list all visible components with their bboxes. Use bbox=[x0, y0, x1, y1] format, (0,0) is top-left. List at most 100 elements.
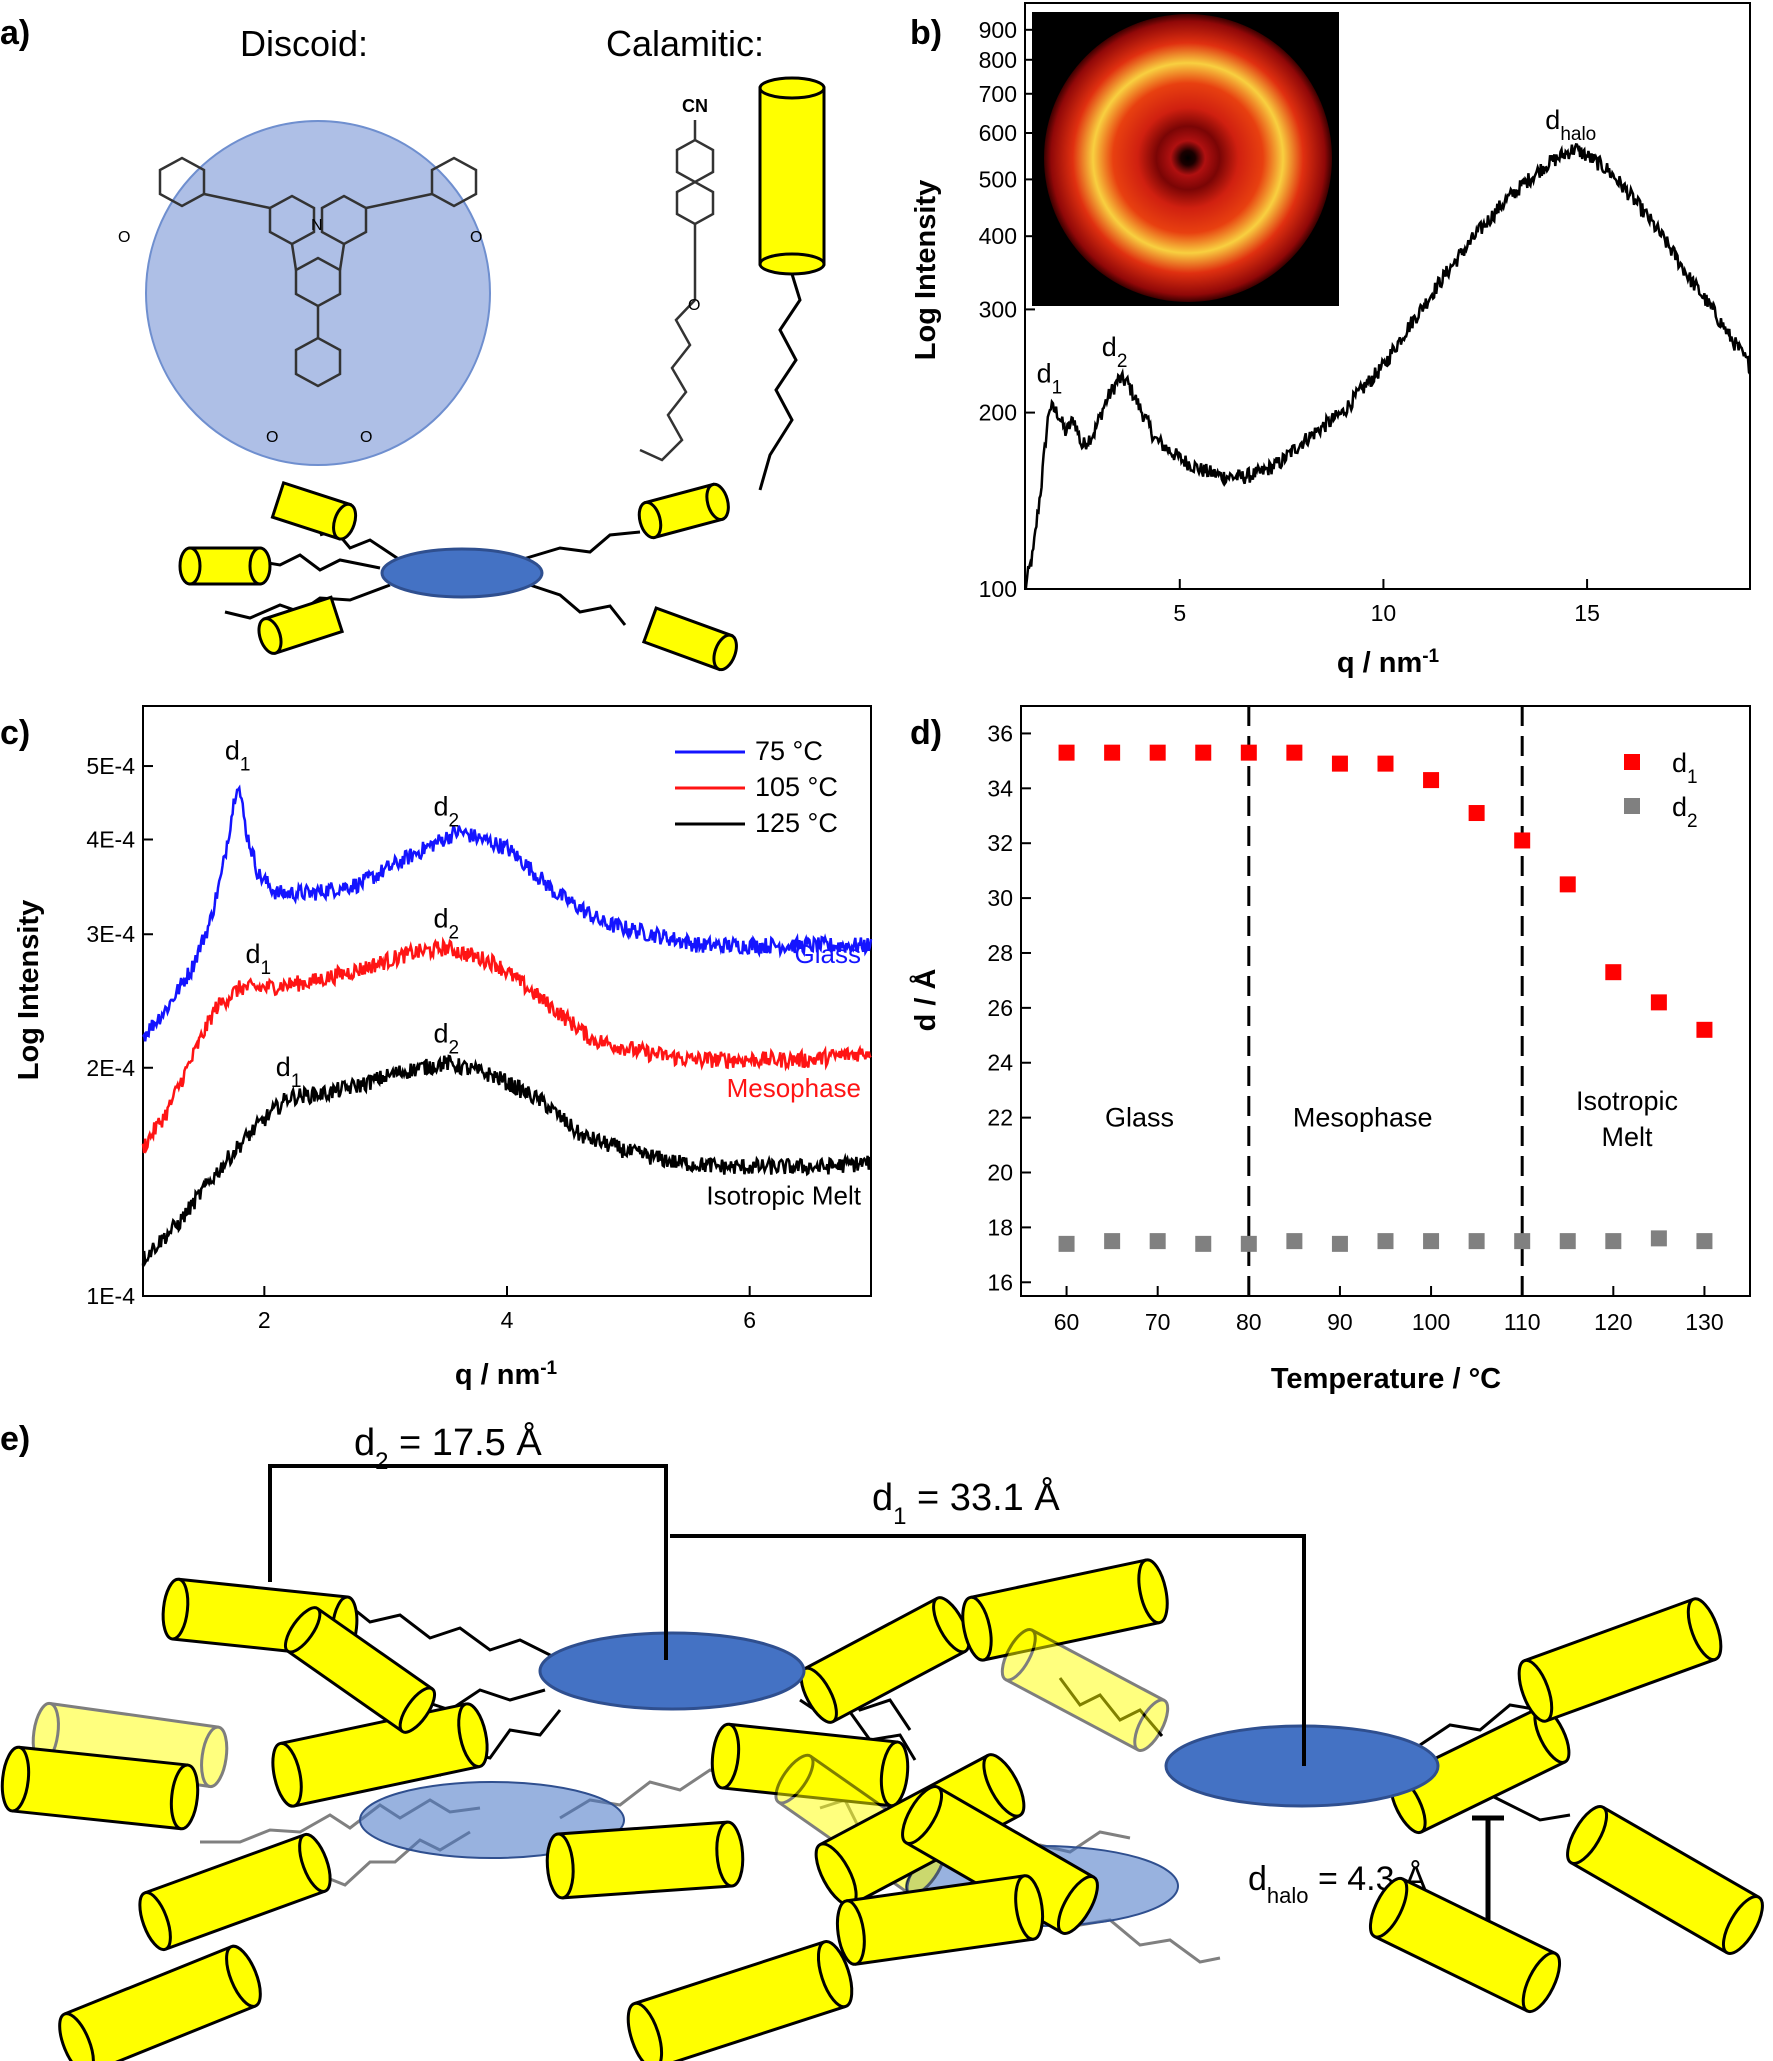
discoid-circle bbox=[145, 120, 491, 466]
panel-c-chart: c) 2 4 6 1E-4 2E-4 3E-4 4E-4 5E-4 Glass Mesophas… bbox=[0, 705, 873, 1392]
c-series-line-2 bbox=[141, 1054, 872, 1268]
d-xtick-label-7: 130 bbox=[1685, 1309, 1723, 1335]
b-xtick-label-2: 15 bbox=[1574, 600, 1600, 626]
d-marker-s0-5 bbox=[1286, 744, 1303, 761]
c-legend-label-0: 75 °C bbox=[755, 736, 823, 766]
discoid-molecule bbox=[158, 156, 478, 388]
b-ytick-label-4: 500 bbox=[979, 166, 1017, 192]
d-ytick-label-4: 24 bbox=[987, 1050, 1013, 1076]
cyl-small-2 bbox=[257, 595, 345, 656]
panel-b-label: b) bbox=[910, 14, 942, 52]
d1-annotation: d1 = 33.1 Å bbox=[872, 1475, 1060, 1530]
panel-e-schematic: e) d2 = 17.5 Å d1 = 33.1 Å dhalo = 4.3 Å bbox=[0, 1420, 1764, 2061]
panel-c-xlabel: q / nm-1 bbox=[455, 1358, 558, 1392]
oxygen-atom-1: O bbox=[118, 229, 130, 246]
panel-d-xlabel: Temperature / °C bbox=[1271, 1363, 1501, 1395]
d-ytick-label-9: 34 bbox=[987, 775, 1013, 801]
oxygen-atom-3: O bbox=[266, 429, 278, 446]
calamitic-label: Calamitic: bbox=[606, 23, 764, 64]
panel-c-ylabel: Log Intensity bbox=[13, 900, 45, 1080]
cyl-small-4 bbox=[641, 606, 738, 672]
c-annotation-2: d1 bbox=[245, 939, 271, 979]
d-xtick-label-1: 70 bbox=[1145, 1309, 1171, 1335]
panel-b-xlabel: q / nm-1 bbox=[1337, 646, 1440, 680]
cyl-small-3 bbox=[637, 482, 730, 540]
cylinder-2 bbox=[0, 1745, 200, 1831]
d-marker-s0-14 bbox=[1696, 1021, 1713, 1038]
scattering-pattern bbox=[1044, 14, 1332, 302]
panel-a-schematic: a) Discoid: Calamitic: N O O O O CN bbox=[0, 14, 826, 672]
oxygen-atom-4: O bbox=[360, 429, 372, 446]
c-phase-label-2: Isotropic Melt bbox=[706, 1181, 861, 1211]
d-ytick-label-5: 26 bbox=[987, 995, 1013, 1021]
c-ytick-label-0: 1E-4 bbox=[86, 1283, 135, 1309]
b-annotation-2: dhalo bbox=[1545, 105, 1596, 145]
d-marker-s1-7 bbox=[1377, 1233, 1394, 1250]
d-ytick-label-1: 18 bbox=[987, 1214, 1013, 1240]
panel-d-label: d) bbox=[910, 714, 942, 752]
panel-c-label: c) bbox=[0, 714, 30, 752]
d-marker-s1-4 bbox=[1240, 1235, 1257, 1252]
d2-annotation: d2 = 17.5 Å bbox=[354, 1420, 542, 1475]
b-annotation-1: d2 bbox=[1102, 332, 1128, 372]
cyl-small-5 bbox=[270, 480, 358, 541]
d-ytick-label-0: 16 bbox=[987, 1269, 1013, 1295]
panel-d-frame bbox=[1020, 705, 1751, 1297]
d-region-label-3: Melt bbox=[1601, 1122, 1653, 1152]
d-ytick-label-6: 28 bbox=[987, 940, 1013, 966]
c-xtick-label-1: 4 bbox=[501, 1307, 514, 1333]
d-legend-swatch-1 bbox=[1624, 798, 1640, 814]
d-region-label-1: Mesophase bbox=[1293, 1103, 1433, 1133]
panel-a-label: a) bbox=[0, 14, 30, 52]
c-ytick-label-4: 5E-4 bbox=[86, 753, 135, 779]
d-marker-s0-10 bbox=[1514, 832, 1531, 849]
cylinder-18 bbox=[1566, 1805, 1764, 1955]
d-marker-s1-0 bbox=[1058, 1235, 1075, 1252]
c-series-line-1 bbox=[141, 936, 872, 1155]
c-annotation-0: d1 bbox=[225, 736, 251, 776]
c-annotation-1: d2 bbox=[434, 792, 460, 832]
d-marker-s0-13 bbox=[1650, 994, 1667, 1011]
c-phase-label-1: Mesophase bbox=[727, 1073, 861, 1103]
c-annotation-5: d2 bbox=[434, 1018, 460, 1058]
b-ytick-label-7: 800 bbox=[979, 47, 1017, 73]
d-marker-s1-2 bbox=[1149, 1233, 1166, 1250]
b-ytick-label-0: 100 bbox=[979, 576, 1017, 602]
b-ytick-label-5: 600 bbox=[979, 120, 1017, 146]
disc-small bbox=[380, 547, 544, 599]
c-ytick-label-2: 3E-4 bbox=[86, 921, 135, 947]
d-marker-s0-2 bbox=[1149, 744, 1166, 761]
b-xtick-label-0: 5 bbox=[1173, 600, 1186, 626]
calamitic-cylinder bbox=[758, 76, 826, 491]
c-legend-label-2: 125 °C bbox=[755, 808, 838, 838]
d-marker-s1-10 bbox=[1514, 1233, 1531, 1250]
cylinder-13 bbox=[799, 1596, 971, 1724]
c-ytick-label-3: 4E-4 bbox=[86, 827, 135, 853]
cylinder-19 bbox=[1368, 1876, 1562, 2014]
d-ytick-label-10: 36 bbox=[987, 720, 1013, 746]
c-series-line-0 bbox=[141, 784, 873, 1042]
b-annotation-0: d1 bbox=[1037, 359, 1063, 399]
panel-b-chart: b) 5 10 15 100 200 300 400 500 600 700 800 900 d1 d2… bbox=[910, 2, 1752, 680]
d-ytick-label-2: 20 bbox=[987, 1160, 1013, 1186]
cylinder-17 bbox=[1517, 1597, 1723, 1723]
c-legend-label-1: 105 °C bbox=[755, 772, 838, 802]
d-ytick-label-8: 32 bbox=[987, 830, 1013, 856]
b-ytick-label-3: 400 bbox=[979, 223, 1017, 249]
cylinder-7 bbox=[545, 1820, 745, 1900]
cylinder-20 bbox=[626, 1939, 854, 2061]
d-marker-s0-3 bbox=[1195, 744, 1212, 761]
d-xtick-label-2: 80 bbox=[1236, 1309, 1262, 1335]
cylinder-5 bbox=[283, 1606, 437, 1734]
d-ytick-label-3: 22 bbox=[987, 1105, 1013, 1131]
d-marker-s0-9 bbox=[1468, 805, 1485, 822]
b-series-line-0 bbox=[1024, 142, 1752, 590]
oxygen-atom-2: O bbox=[470, 229, 482, 246]
cylinder-12 bbox=[835, 1874, 1045, 1966]
d-marker-s0-1 bbox=[1104, 744, 1121, 761]
d-marker-s1-1 bbox=[1104, 1233, 1121, 1250]
cylinder-15 bbox=[1000, 1628, 1170, 1752]
d-marker-s0-7 bbox=[1377, 755, 1394, 772]
c-xtick-label-0: 2 bbox=[258, 1307, 271, 1333]
